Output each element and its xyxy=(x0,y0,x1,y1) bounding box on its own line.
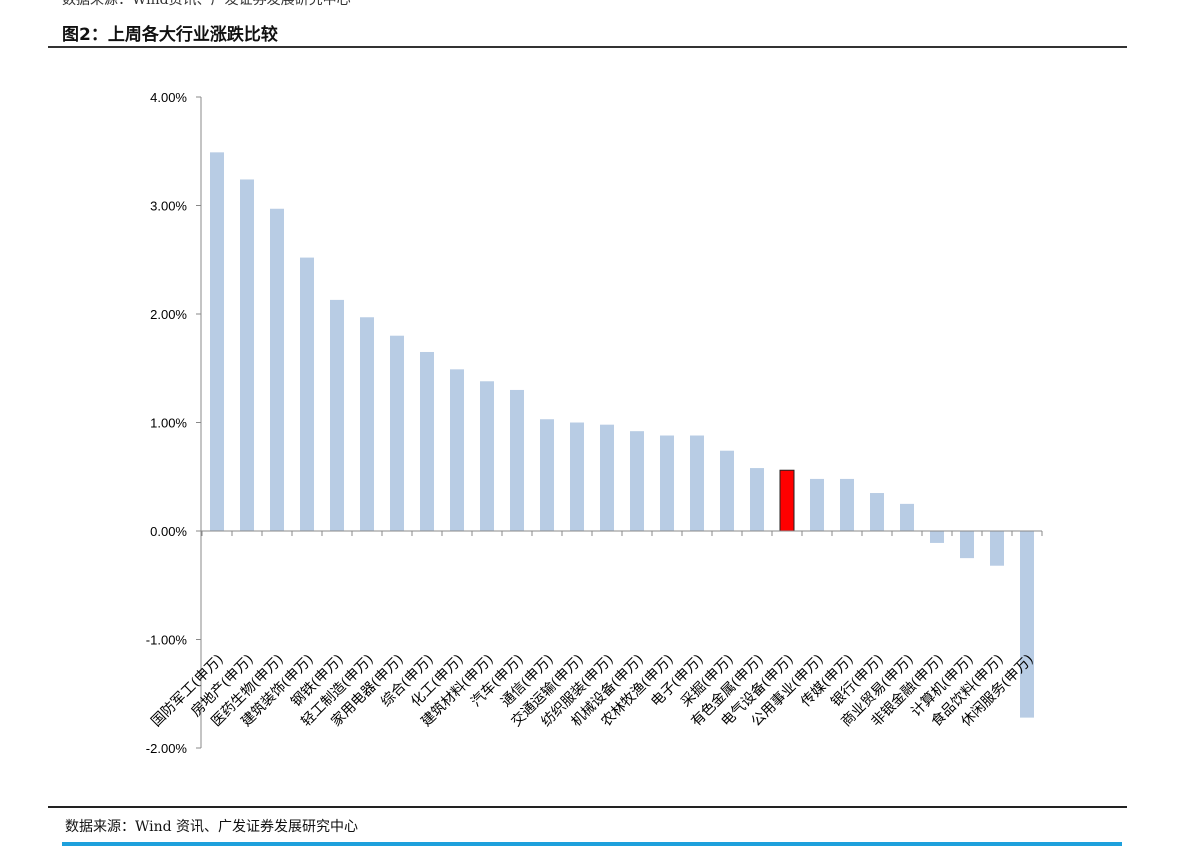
bar xyxy=(210,152,224,531)
bar xyxy=(390,335,404,531)
title-divider xyxy=(48,46,1127,48)
bar xyxy=(510,389,524,531)
bar xyxy=(300,257,314,531)
bar xyxy=(600,424,614,531)
bar xyxy=(480,381,494,531)
bar xyxy=(360,317,374,531)
bar xyxy=(779,469,795,532)
y-tick-label: 2.00% xyxy=(150,307,187,322)
bar xyxy=(690,435,704,531)
bar xyxy=(840,478,854,531)
y-tick-label: -2.00% xyxy=(146,741,188,756)
bar xyxy=(660,435,674,531)
bar xyxy=(540,419,554,531)
source-divider xyxy=(48,806,1127,808)
bar xyxy=(720,450,734,531)
bar xyxy=(330,299,344,531)
bar xyxy=(630,431,644,531)
bar xyxy=(990,531,1004,566)
bar xyxy=(900,503,914,531)
bar xyxy=(420,351,434,531)
y-tick-label: -1.00% xyxy=(146,633,188,648)
bar xyxy=(870,493,884,531)
y-tick-label: 4.00% xyxy=(150,90,187,105)
bar xyxy=(810,478,824,531)
y-tick-label: 1.00% xyxy=(150,416,187,431)
bar xyxy=(750,468,764,531)
y-tick-label: 0.00% xyxy=(150,524,187,539)
y-tick-label: 3.00% xyxy=(150,199,187,214)
figure-title: 图2：上周各大行业涨跌比较 xyxy=(62,25,278,45)
bar xyxy=(1020,531,1034,718)
source-note: 数据来源：Wind 资讯、广发证券发展研究中心 xyxy=(65,819,359,835)
bar xyxy=(960,531,974,559)
bar xyxy=(450,369,464,531)
previous-source-note: 数据来源：Wind资讯、广发证券发展研究中心 xyxy=(62,0,351,8)
footer-rule xyxy=(62,842,1122,846)
bar xyxy=(270,208,284,531)
bar xyxy=(570,422,584,531)
bar xyxy=(930,531,944,543)
bar xyxy=(240,179,254,531)
